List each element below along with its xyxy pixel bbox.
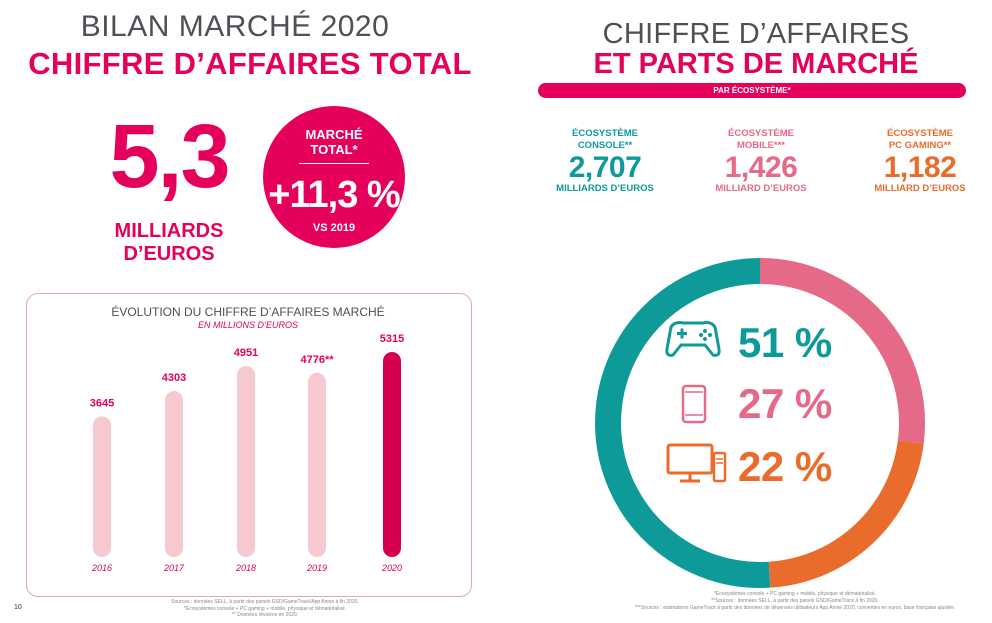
donut-chart: 51 % 27 % 22 % — [595, 258, 925, 588]
growth-divider — [299, 163, 369, 164]
right-source-line: ***Sources : estimations GameTrack à par… — [634, 604, 956, 611]
bar-2018 — [237, 366, 255, 557]
bar-value-label-2016: 3645 — [90, 397, 114, 409]
eco-pc: ÉCOSYSTÈME PC GAMING** 1,182 MILLIARD D’… — [850, 128, 990, 194]
ecosystem-pill: PAR ÉCOSYSTÈME* — [538, 83, 966, 98]
bar-category-label-2019: 2019 — [306, 563, 327, 573]
bar-chart-frame — [26, 293, 472, 597]
growth-label-line2: TOTAL* — [310, 141, 358, 157]
total-revenue-value: 5,3 — [109, 107, 230, 207]
right-title-line1: CHIFFRE D’AFFAIRES — [602, 18, 910, 50]
growth-label-line1: MARCHÉ — [305, 127, 363, 142]
bar-chart: 3645 2016 4303 2017 4951 2018 4776** 2019 5315 20… — [90, 333, 404, 573]
gamepad-icon — [665, 321, 721, 357]
unit-line2: D’EUROS — [123, 243, 215, 265]
bar-value-label-2020: 5315 — [380, 333, 404, 345]
growth-circle: MARCHÉ TOTAL* +11,3 % VS 2019 — [263, 106, 405, 248]
eco-label-line: PC GAMING** — [888, 139, 952, 151]
mobile-share-label: 27 % — [738, 380, 832, 427]
desktop-computer-icon — [666, 443, 727, 483]
pc-share-label: 22 % — [738, 443, 832, 490]
growth-value: +11,3 % — [268, 174, 400, 216]
left-title-line2: CHIFFRE D’AFFAIRES TOTAL — [28, 46, 472, 81]
growth-comparison: VS 2019 — [312, 222, 356, 234]
left-title-line1: BILAN MARCHÉ 2020 — [80, 10, 390, 43]
left-source-line: Sources : données SELL, à partir des pan… — [171, 599, 359, 605]
left-source-line: *Écosystèmes console + PC gaming + mobil… — [183, 605, 347, 612]
eco-mobile-value: 1,426 — [724, 150, 798, 184]
eco-console-value: 2,707 — [568, 150, 642, 184]
eco-label-line: ÉCOSYSTÈME — [728, 128, 794, 139]
eco-label-line: ÉCOSYSTÈME — [572, 128, 638, 139]
bar-value-label-2018: 4951 — [234, 347, 258, 359]
bar-value-label-2017: 4303 — [162, 372, 186, 384]
eco-label-line: MOBILE*** — [736, 139, 786, 151]
smartphone-icon — [681, 384, 707, 424]
eco-pc-unit: MILLIARD D’EUROS — [874, 183, 966, 195]
unit-line1: MILLIARDS — [114, 220, 224, 242]
bar-value-label-2019: 4776** — [300, 354, 334, 366]
bar-chart-subtitle: EN MILLIONS D’EUROS — [197, 320, 299, 330]
eco-mobile-label: ÉCOSYSTÈME MOBILE*** — [691, 128, 831, 152]
eco-console-label: ÉCOSYSTÈME CONSOLE** — [535, 128, 675, 152]
right-source-line: *Écosystèmes console + PC gaming + mobil… — [713, 591, 877, 597]
eco-pc-value: 1,182 — [883, 150, 957, 184]
donut-slice-console — [595, 258, 771, 588]
left-sources: Sources : données SELL, à partir des pan… — [80, 599, 450, 619]
bar-category-label-2020: 2020 — [381, 563, 402, 573]
bar-category-label-2017: 2017 — [163, 563, 185, 573]
donut-slice-mobile — [759, 258, 925, 444]
eco-label-line: ÉCOSYSTÈME — [887, 128, 953, 139]
left-source-line: ** Données révisées en 2020. — [231, 612, 299, 618]
right-sources: *Écosystèmes console + PC gaming + mobil… — [600, 591, 990, 611]
eco-pc-label: ÉCOSYSTÈME PC GAMING** — [850, 128, 990, 152]
donut-slice-pc — [768, 440, 924, 588]
console-share-label: 51 % — [738, 319, 832, 366]
right-source-line: **Sources : données SELL, à partir des p… — [711, 597, 879, 604]
bar-2019 — [308, 372, 326, 557]
eco-mobile-unit: MILLIARD D’EUROS — [715, 183, 807, 195]
bar-chart-title: ÉVOLUTION DU CHIFFRE D’AFFAIRES MARCHÉ — [111, 305, 385, 319]
eco-label-line: CONSOLE** — [577, 139, 633, 151]
eco-mobile: ÉCOSYSTÈME MOBILE*** 1,426 MILLIARD D’EU… — [691, 128, 831, 194]
bar-2017 — [165, 391, 183, 557]
eco-console: ÉCOSYSTÈME CONSOLE** 2,707 MILLIARDS D’E… — [535, 128, 675, 194]
total-revenue-unit: MILLIARDS D’EUROS — [84, 220, 254, 266]
bar-category-label-2016: 2016 — [91, 563, 112, 573]
right-title-line2: ET PARTS DE MARCHÉ — [593, 48, 919, 80]
page-number: 10 — [14, 604, 22, 611]
eco-console-unit: MILLIARDS D’EUROS — [556, 183, 654, 195]
bar-2020 — [383, 352, 401, 557]
growth-circle-label: MARCHÉ TOTAL* — [263, 127, 405, 158]
bar-category-label-2018: 2018 — [235, 563, 256, 573]
bar-2016 — [93, 416, 111, 557]
